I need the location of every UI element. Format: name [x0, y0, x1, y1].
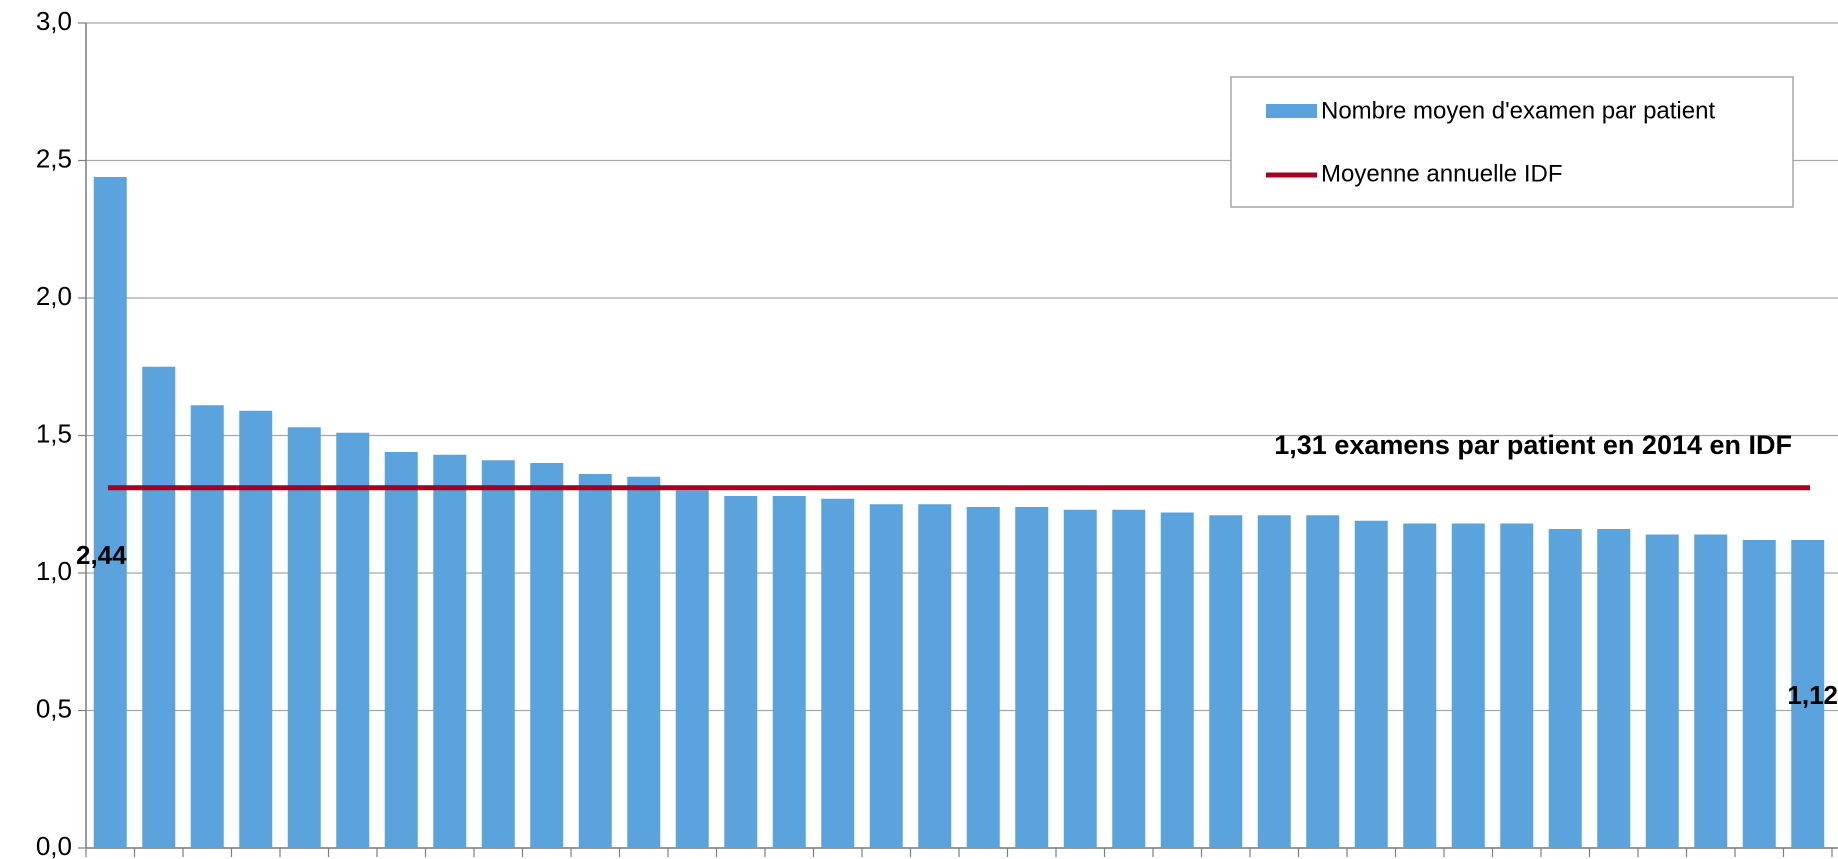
- bar: [190, 405, 224, 848]
- bar: [724, 496, 758, 848]
- bar: [821, 498, 855, 848]
- bar: [239, 410, 273, 848]
- legend-box: [1230, 76, 1794, 208]
- y-tick-label: 0,0: [36, 831, 72, 859]
- legend-swatch: [1266, 104, 1317, 118]
- bar: [93, 177, 127, 848]
- bar: [1257, 515, 1291, 848]
- bar: [869, 504, 903, 848]
- bar: [1354, 520, 1388, 848]
- bar: [530, 463, 564, 848]
- annotation: 1,31 examens par patient en 2014 en IDF: [1274, 430, 1792, 460]
- bar: [1306, 515, 1340, 848]
- bar: [287, 427, 321, 848]
- bar: [1694, 534, 1728, 848]
- bar: [1548, 529, 1582, 848]
- bar: [627, 476, 661, 848]
- bar: [1063, 509, 1097, 848]
- y-tick-label: 2,5: [36, 143, 72, 173]
- value-label: 2,44: [76, 540, 127, 570]
- bar: [1597, 529, 1631, 848]
- bar: [1403, 523, 1437, 848]
- value-label: 1,12: [1787, 680, 1838, 710]
- bar: [966, 507, 1000, 848]
- bar: [142, 366, 176, 848]
- bar: [1451, 523, 1485, 848]
- bar: [384, 452, 418, 848]
- bar: [1160, 512, 1194, 848]
- bar: [336, 432, 370, 848]
- y-tick-label: 1,0: [36, 556, 72, 586]
- bar: [1500, 523, 1534, 848]
- legend-label: Moyenne annuelle IDF: [1321, 160, 1562, 187]
- y-tick-label: 3,0: [36, 6, 72, 36]
- bar: [1112, 509, 1146, 848]
- legend-label: Nombre moyen d'examen par patient: [1321, 97, 1715, 124]
- bar: [772, 496, 806, 848]
- y-tick-label: 0,5: [36, 693, 72, 723]
- bar: [918, 504, 952, 848]
- bar: [1015, 507, 1049, 848]
- bar: [578, 474, 612, 848]
- bar: [433, 454, 467, 848]
- bar: [1209, 515, 1243, 848]
- bar: [1742, 540, 1776, 848]
- bar: [675, 490, 709, 848]
- bar: [481, 460, 515, 848]
- y-tick-label: 2,0: [36, 281, 72, 311]
- bar: [1645, 534, 1679, 848]
- y-tick-label: 1,5: [36, 418, 72, 448]
- bar: [1791, 540, 1825, 848]
